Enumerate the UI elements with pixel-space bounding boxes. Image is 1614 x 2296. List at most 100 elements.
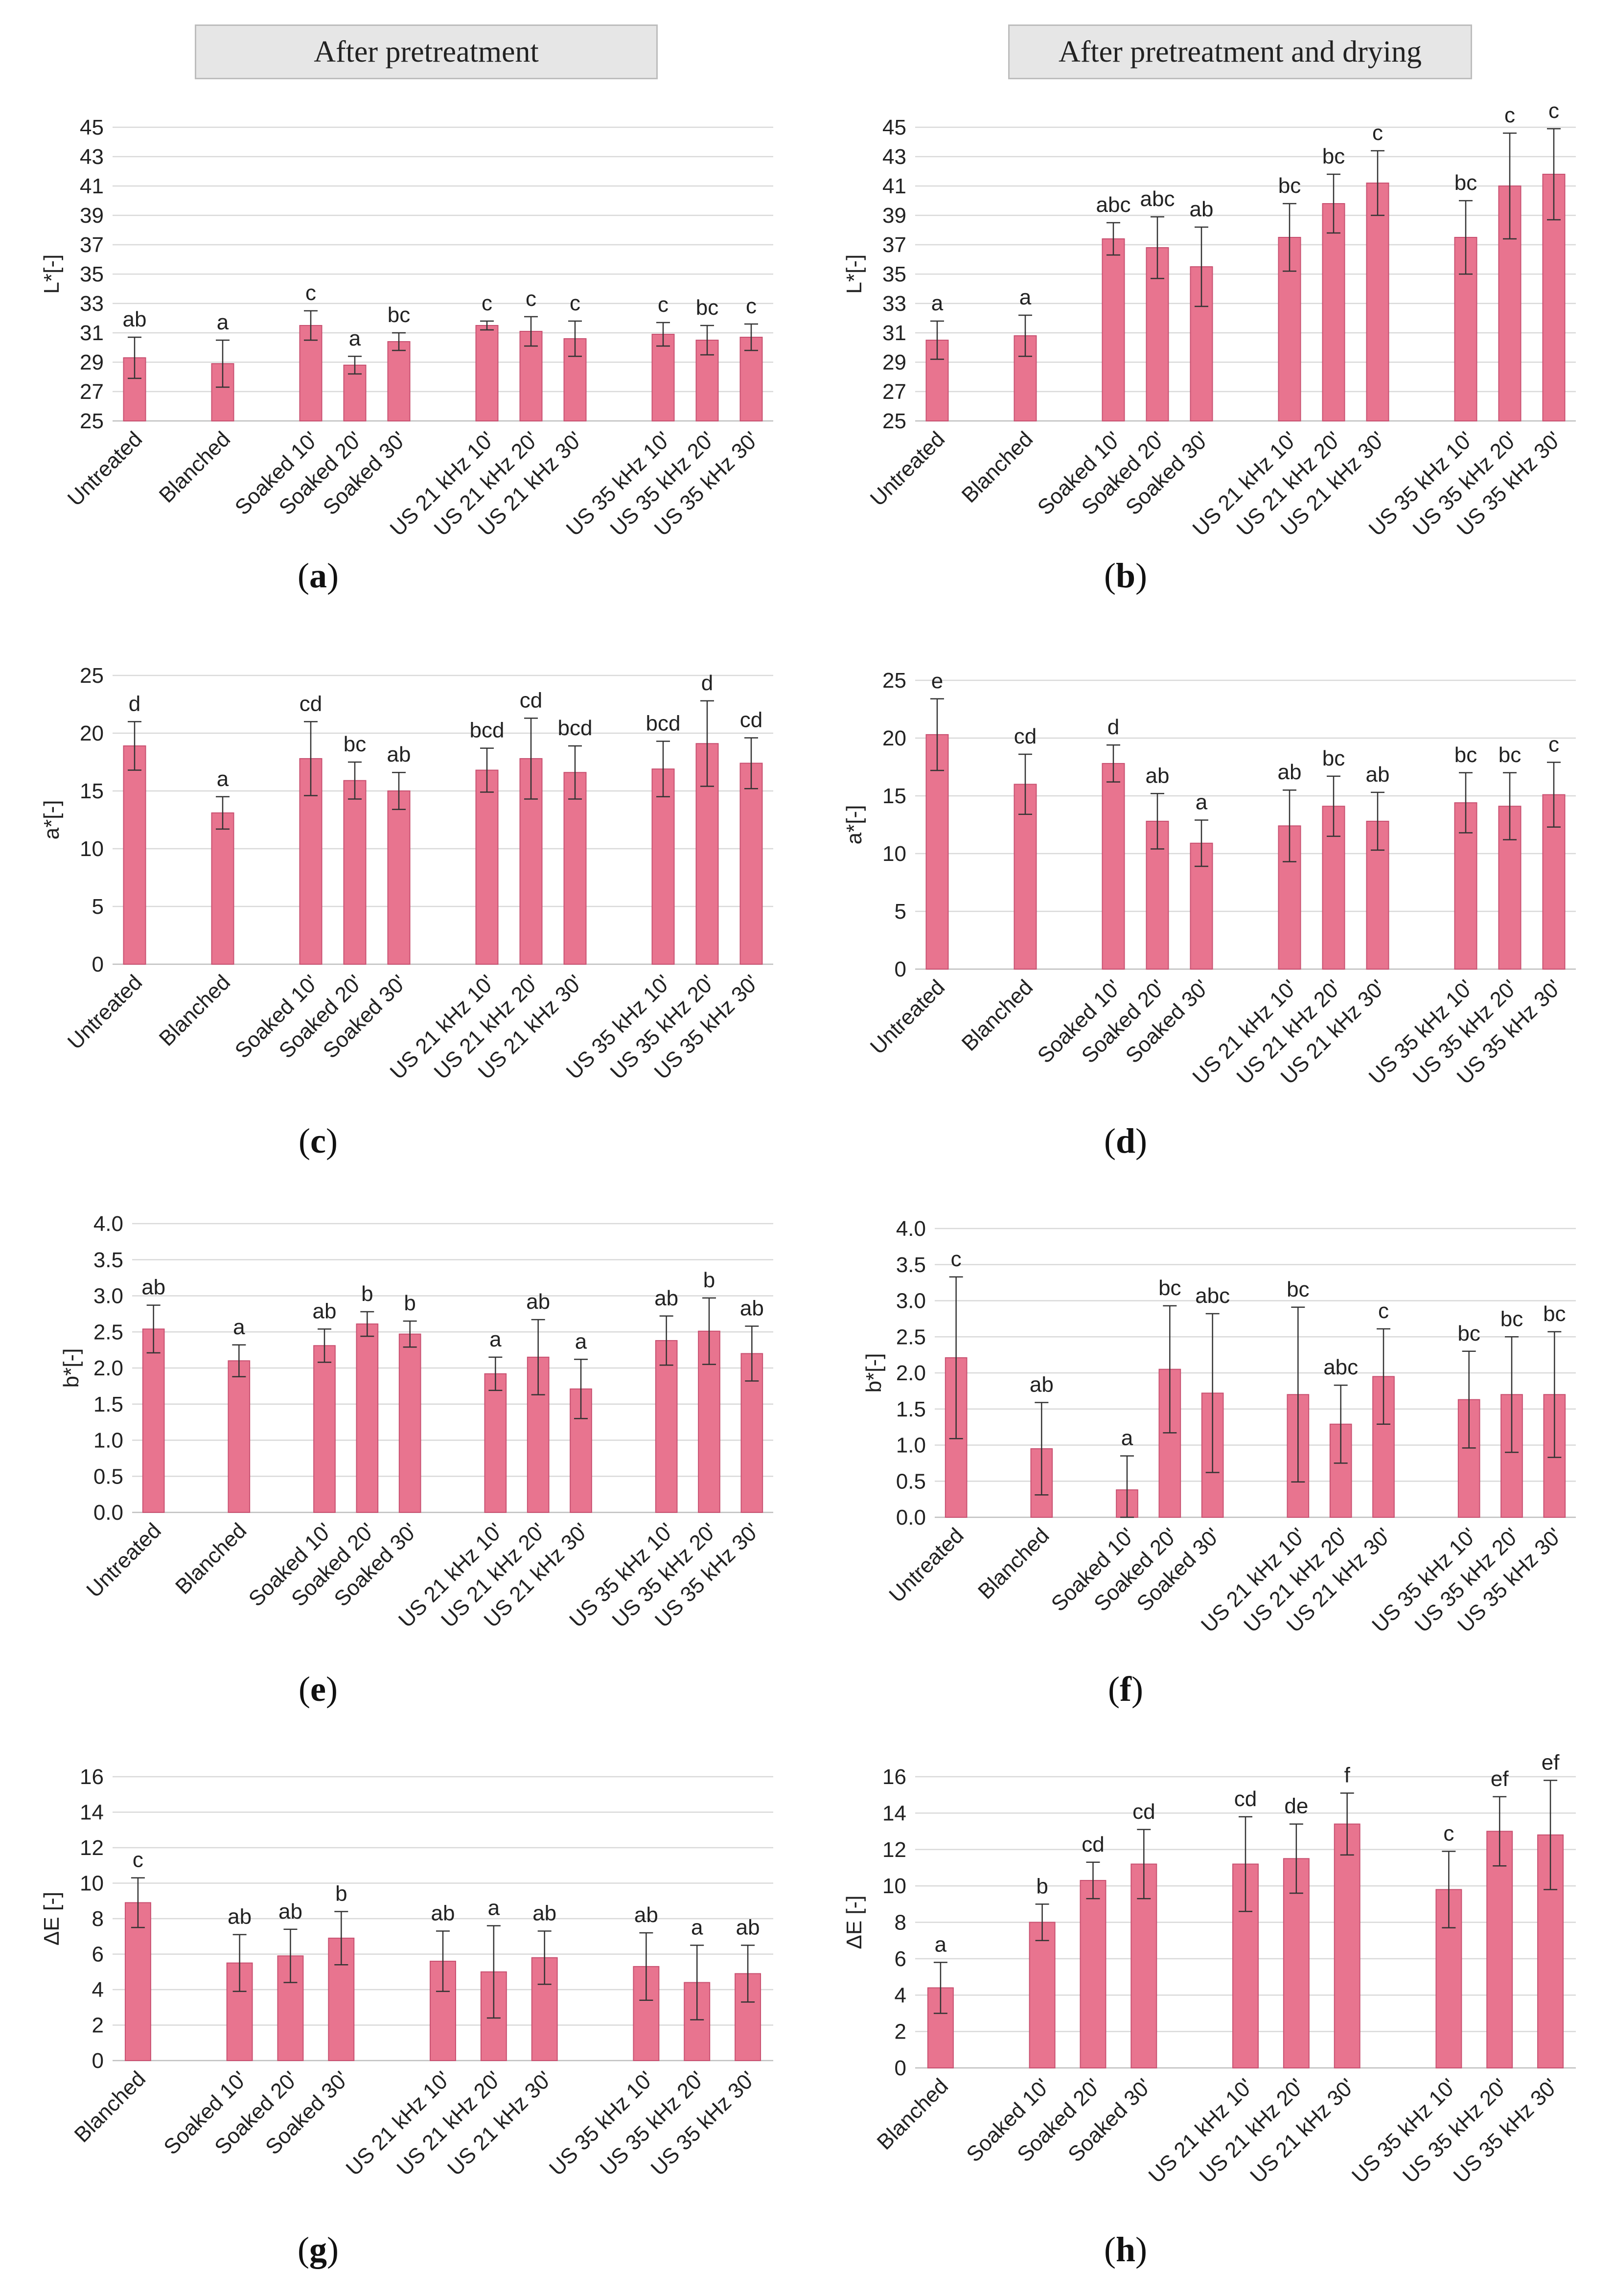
- y-tick-label: 3.0: [896, 1289, 926, 1313]
- significance-letter: ab: [387, 742, 411, 766]
- significance-letter: ef: [1542, 1750, 1560, 1774]
- significance-letter: ab: [313, 1299, 337, 1323]
- y-tick-label: 16: [80, 1765, 104, 1789]
- y-tick-label: 15: [882, 784, 906, 808]
- y-tick-label: 37: [882, 233, 906, 257]
- significance-letter: ab: [740, 1296, 764, 1320]
- y-tick-label: 45: [80, 116, 104, 139]
- significance-letter: cd: [1132, 1800, 1155, 1824]
- y-axis-label: a*[-]: [842, 805, 866, 845]
- y-tick-label: 41: [80, 174, 104, 198]
- y-tick-label: 0: [92, 952, 104, 976]
- significance-letter: bc: [1158, 1276, 1181, 1300]
- chart-panel-g: 0 2 4 6 8 10 12 14 16 ΔE [-] c Blanched ab Soaked 10'…: [34, 1762, 788, 2180]
- x-tick-label: Blanched: [70, 2066, 150, 2147]
- y-tick-label: 0.5: [93, 1464, 123, 1488]
- y-tick-label: 16: [882, 1765, 906, 1789]
- y-tick-label: 10: [882, 1874, 906, 1898]
- bar: [925, 734, 949, 970]
- chart-panel-f: 0.0 0.5 1.0 1.5 2.0 2.5 3.0 3.5 4.0 b*[-] c Untreat…: [842, 1214, 1595, 1637]
- y-tick-label: 33: [80, 292, 104, 316]
- y-tick-label: 4.0: [93, 1212, 123, 1236]
- significance-letter: f: [1344, 1763, 1351, 1787]
- column-header-after-pretreatment: After pretreatment: [195, 24, 658, 79]
- bar: [313, 1345, 336, 1513]
- bar: [651, 334, 675, 421]
- bar: [228, 1360, 251, 1513]
- significance-letter: bc: [1278, 174, 1301, 198]
- y-tick-label: 45: [882, 116, 906, 139]
- y-tick-label: 29: [882, 350, 906, 374]
- chart-panel-b: 25 27 29 31 33 35 37 39 41 43 45 L*[-] a Untreated a Bl…: [842, 99, 1595, 541]
- y-tick-label: 0: [895, 2056, 906, 2080]
- y-tick-label: 2.0: [93, 1356, 123, 1380]
- x-tick-label: Blanched: [155, 427, 235, 507]
- significance-letter: c: [570, 291, 580, 315]
- y-tick-label: 2.5: [93, 1320, 123, 1344]
- y-axis-label: L*[-]: [40, 255, 64, 294]
- significance-letter: bc: [1500, 1307, 1523, 1331]
- y-tick-label: 0: [895, 957, 906, 981]
- bar: [356, 1323, 379, 1513]
- y-tick-label: 1.5: [896, 1397, 926, 1421]
- bar: [1334, 1823, 1360, 2068]
- significance-letter: a: [349, 326, 361, 350]
- significance-letter: ab: [654, 1286, 678, 1310]
- y-tick-label: 5: [895, 900, 906, 924]
- significance-letter: ab: [278, 1900, 302, 1924]
- significance-letter: b: [1036, 1874, 1048, 1898]
- bar: [398, 1333, 421, 1513]
- y-tick-label: 8: [895, 1911, 906, 1935]
- significance-letter: bc: [1322, 144, 1345, 168]
- significance-letter: b: [335, 1882, 347, 1906]
- y-tick-label: 4.0: [896, 1217, 926, 1241]
- y-tick-label: 12: [882, 1838, 906, 1862]
- panel-label-c: (c): [299, 1121, 338, 1160]
- bar: [211, 812, 234, 965]
- x-tick-label: Untreated: [866, 427, 949, 510]
- significance-letter: ab: [736, 1915, 760, 1939]
- chart-e-svg: 0.00.51.01.52.02.53.03.54.0b*[-]abUntrea…: [59, 1212, 773, 1632]
- significance-letter: a: [931, 291, 944, 315]
- significance-letter: ab: [634, 1903, 658, 1927]
- significance-letter: bc: [1543, 1302, 1566, 1326]
- y-tick-label: 1.5: [93, 1392, 123, 1416]
- significance-letter: a: [217, 310, 229, 334]
- significance-letter: c: [746, 294, 757, 318]
- y-tick-label: 14: [80, 1801, 104, 1825]
- chart-d-svg: 0510152025a*[-]eUntreatedcdBlancheddSoak…: [842, 669, 1576, 1089]
- significance-letter: ab: [1030, 1372, 1054, 1396]
- significance-letter: c: [951, 1247, 962, 1271]
- bar: [1322, 203, 1345, 421]
- y-tick-label: 10: [80, 1872, 104, 1896]
- significance-letter: ab: [1146, 764, 1170, 788]
- significance-letter: ab: [526, 1290, 550, 1314]
- significance-letter: bc: [1457, 1322, 1480, 1345]
- y-tick-label: 2.0: [896, 1361, 926, 1385]
- y-axis-label: ΔE [-]: [842, 1895, 866, 1949]
- bar: [142, 1328, 165, 1513]
- significance-letter: bc: [1454, 171, 1477, 195]
- y-tick-label: 12: [80, 1836, 104, 1860]
- significance-letter: cd: [520, 688, 542, 712]
- y-tick-label: 20: [882, 726, 906, 750]
- bar: [651, 768, 675, 965]
- bar: [299, 325, 323, 421]
- y-tick-label: 2.5: [896, 1325, 926, 1349]
- y-tick-label: 4: [92, 1978, 104, 2002]
- y-axis-label: L*[-]: [842, 255, 866, 294]
- bar: [1102, 763, 1125, 970]
- significance-letter: bc: [344, 732, 366, 756]
- y-tick-label: 29: [80, 350, 104, 374]
- significance-letter: cd: [300, 692, 322, 716]
- y-tick-label: 6: [895, 1947, 906, 1971]
- significance-letter: ab: [123, 307, 147, 331]
- chart-panel-d: 0 5 10 15 20 25 a*[-] e Untreated cd Blanched d Soak…: [842, 666, 1595, 1089]
- chart-b-svg: 25 27 29 31 33 35 37 39 41 43 45 L*[-] a Untreated a Bl…: [842, 99, 1576, 541]
- significance-letter: a: [1121, 1426, 1133, 1450]
- significance-letter: b: [703, 1268, 715, 1292]
- y-axis-label: b*[-]: [862, 1353, 886, 1393]
- y-tick-label: 39: [882, 204, 906, 228]
- y-tick-label: 15: [80, 779, 104, 803]
- y-tick-label: 31: [882, 321, 906, 345]
